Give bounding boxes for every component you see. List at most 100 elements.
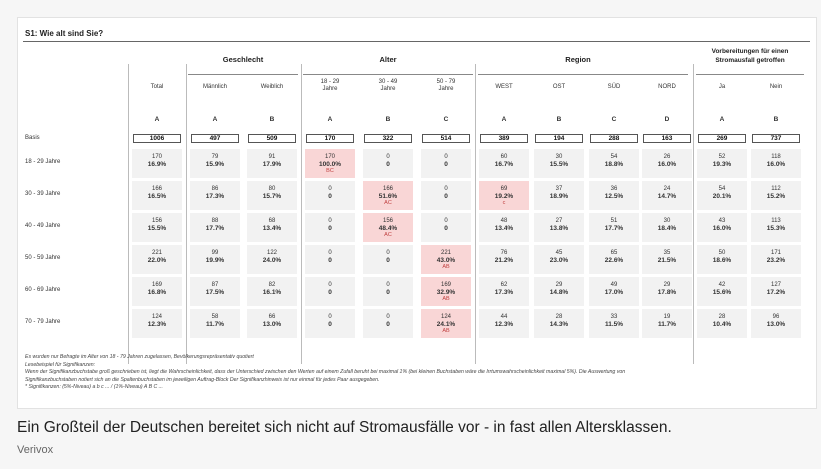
cell-percent: 13.4%: [494, 225, 514, 232]
cell-percent: 11.7%: [657, 321, 677, 328]
table-cell: 166 51.6% AC: [363, 181, 413, 210]
cell-count: 36: [610, 186, 618, 192]
table-cell: 29 17.8%: [642, 277, 692, 306]
cell-percent: 15.5%: [147, 225, 167, 232]
table-cell: 69 19.2% c: [479, 181, 529, 210]
basis-value: 497: [191, 134, 239, 143]
cell-count: 0: [386, 314, 390, 320]
cell-count: 43: [718, 218, 726, 224]
basis-label: Basis: [25, 135, 40, 141]
table-cell: 156 15.5%: [132, 213, 182, 242]
footnotes: Es wurden nur Befragte im Alter von 18 -…: [25, 354, 805, 392]
table-cell: 42 15.6%: [697, 277, 747, 306]
column-header: WEST: [477, 84, 531, 91]
cell-count: 127: [770, 282, 781, 288]
table-cell: 27 13.8%: [534, 213, 584, 242]
cell-percent: 100.0%: [318, 161, 342, 168]
cell-count: 171: [770, 250, 781, 256]
cell-percent: 17.0%: [604, 289, 624, 296]
cell-count: 42: [718, 282, 726, 288]
basis-value: 163: [643, 134, 691, 143]
cell-count: 0: [328, 186, 332, 192]
cell-count: 30: [663, 218, 671, 224]
table-cell: 35 21.5%: [642, 245, 692, 274]
column-header-line: NORD: [658, 84, 676, 90]
cell-percent: 17.5%: [205, 289, 225, 296]
cell-percent: 17.9%: [262, 161, 282, 168]
column-header-line: 18 - 29: [320, 79, 340, 85]
column-letter: B: [556, 116, 562, 123]
cell-percent: 15.3%: [766, 225, 786, 232]
table-cell: 170 16.9%: [132, 149, 182, 178]
cell-percent: 0: [444, 193, 448, 200]
group-alter: Alter: [379, 55, 397, 64]
column-letter: C: [611, 116, 617, 123]
cell-count: 96: [772, 314, 780, 320]
column-letter: A: [212, 116, 218, 123]
table-cell: 54 20.1%: [697, 181, 747, 210]
table-cell: 36 12.5%: [589, 181, 639, 210]
column-header-line: OST: [552, 84, 566, 90]
column-header: SÜD: [587, 84, 641, 91]
column-letter: D: [664, 116, 670, 123]
cell-percent: 0: [386, 257, 390, 264]
column-letter: A: [327, 116, 333, 123]
cell-count: 37: [555, 186, 563, 192]
cell-percent: 21.5%: [657, 257, 677, 264]
cell-count: 0: [386, 154, 390, 160]
cell-count: 58: [211, 314, 219, 320]
cell-count: 221: [151, 250, 162, 256]
column-header-line: 30 - 49: [378, 79, 398, 85]
table-cell: 88 17.7%: [190, 213, 240, 242]
table-cell: 91 17.9%: [247, 149, 297, 178]
cell-percent: 12.3%: [147, 321, 167, 328]
cell-count: 44: [500, 314, 508, 320]
basis-value: 509: [248, 134, 296, 143]
column-separator: [186, 64, 187, 364]
cell-count: 33: [610, 314, 618, 320]
cell-count: 118: [771, 154, 781, 160]
cell-percent: 18.8%: [604, 161, 624, 168]
column-letter: B: [773, 116, 779, 123]
column-header: OST: [532, 84, 586, 91]
survey-table-image: S1: Wie alt sind Sie? Geschlecht Alter R…: [17, 17, 817, 409]
cell-count: 24: [663, 186, 671, 192]
table-cell: 51 17.7%: [589, 213, 639, 242]
table-cell: 29 14.8%: [534, 277, 584, 306]
cell-percent: 43.0%: [436, 257, 456, 264]
cell-count: 91: [268, 154, 276, 160]
column-header-line: Nein: [769, 84, 783, 90]
cell-percent: 0: [328, 289, 332, 296]
cell-percent: 17.3%: [205, 193, 225, 200]
table-cell: 24 14.7%: [642, 181, 692, 210]
cell-percent: 0: [386, 161, 390, 168]
cell-percent: 19.2%: [494, 193, 514, 200]
column-header-line: Total: [150, 84, 164, 90]
group-vorbereitung-rule: [696, 74, 804, 75]
cell-count: 28: [718, 314, 726, 320]
cell-percent: 15.9%: [205, 161, 225, 168]
cell-count: 50: [718, 250, 726, 256]
table-cell: 30 18.4%: [642, 213, 692, 242]
column-header-line: 50 - 79: [436, 79, 456, 85]
cell-count: 0: [328, 314, 332, 320]
cell-percent: 15.7%: [262, 193, 282, 200]
basis-value: 288: [590, 134, 638, 143]
cell-count: 0: [444, 186, 448, 192]
cell-count: 82: [268, 282, 276, 288]
cell-count: 169: [440, 282, 451, 288]
cell-count: 65: [610, 250, 618, 256]
table-cell: 28 14.3%: [534, 309, 584, 338]
cell-count: 124: [151, 314, 162, 320]
table-cell: 171 23.2%: [751, 245, 801, 274]
column-header-line: Weiblich: [260, 84, 284, 90]
cell-percent: 13.0%: [262, 321, 282, 328]
table-cell: 54 18.8%: [589, 149, 639, 178]
cell-percent: 14.7%: [657, 193, 677, 200]
